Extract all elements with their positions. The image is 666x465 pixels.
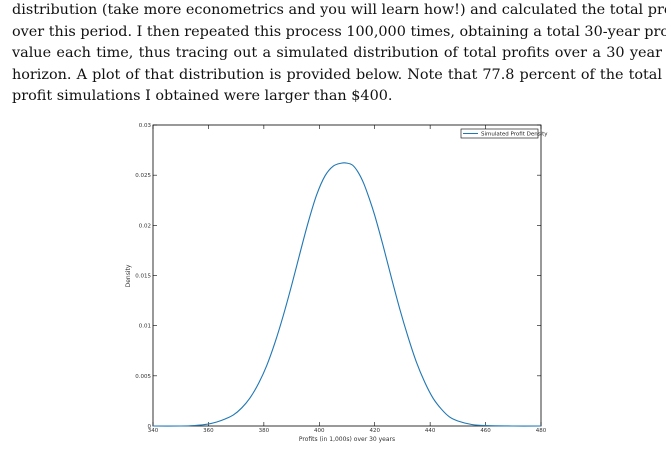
x-tick-labels: 340 360 380 400 420 440 460 480 [148, 428, 547, 434]
x-tick-label: 340 [148, 428, 159, 434]
legend-box [460, 128, 539, 139]
paragraph-line: value each time, thus tracing out a simu… [12, 45, 662, 62]
body-paragraph: distribution (take more econometrics and… [12, 0, 666, 108]
axis-ticks [152, 124, 542, 427]
legend-label: Simulated Profit Density [481, 132, 548, 138]
y-tick-label: 0.005 [135, 374, 151, 380]
y-tick-label: 0.025 [135, 173, 151, 179]
paragraph-line: distribution (take more econometrics and… [12, 2, 666, 18]
legend: Simulated Profit Density [460, 128, 548, 139]
x-tick-label: 440 [425, 428, 436, 434]
y-tick-label: 0.03 [139, 123, 152, 129]
x-tick-label: 460 [480, 428, 491, 434]
plot-frame [152, 124, 542, 427]
series-line-simulated-profit-density [152, 162, 542, 427]
paragraph-line: over this period. I then repeated this p… [12, 23, 666, 40]
paragraph-line: horizon. A plot of that distribution is … [12, 66, 662, 83]
y-axis-label: Density [125, 264, 132, 287]
y-tick-label: 0.01 [139, 324, 151, 330]
y-tick-label: 0 [148, 424, 152, 430]
y-tick-label: 0.015 [135, 274, 151, 280]
x-axis-label: Profits (in 1,000s) over 30 years [299, 436, 395, 443]
x-tick-label: 380 [259, 428, 270, 434]
paragraph-line: profit simulations I obtained were large… [12, 88, 393, 105]
y-tick-labels: 0 0.005 0.01 0.015 0.02 0.025 0.03 [135, 123, 151, 430]
x-tick-label: 400 [314, 428, 325, 434]
x-tick-label: 360 [203, 428, 214, 434]
y-tick-label: 0.02 [139, 223, 151, 229]
x-tick-label: 420 [369, 428, 380, 434]
x-tick-label: 480 [536, 428, 547, 434]
